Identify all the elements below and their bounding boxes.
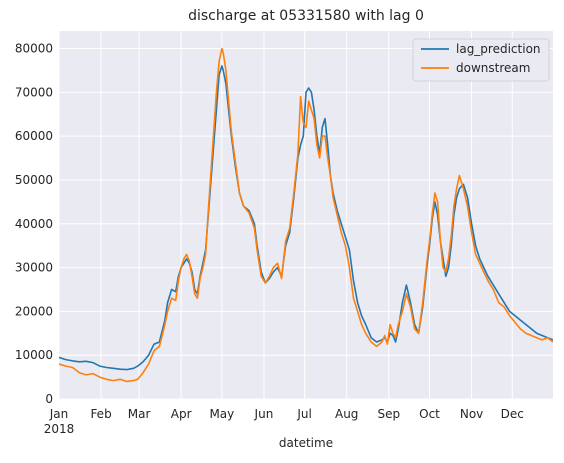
series-line-downstream: [59, 47, 553, 383]
chart-title: discharge at 05331580 with lag 0: [188, 8, 424, 24]
x-tick-label: Jul: [296, 407, 311, 421]
y-tick-label: 10000: [15, 348, 53, 362]
y-tick-label: 20000: [15, 304, 53, 318]
legend: lag_prediction downstream: [412, 38, 550, 82]
x-axis-label: datetime: [279, 436, 333, 450]
plot-area: [59, 31, 553, 399]
y-tick-label: 30000: [15, 261, 53, 275]
y-tick-label: 0: [45, 392, 53, 406]
x-year-label: 2018: [44, 422, 75, 436]
x-tick-label: Nov: [460, 407, 483, 421]
legend-label: downstream: [456, 61, 530, 75]
x-tick-label: Aug: [335, 407, 358, 421]
y-tick-label: 80000: [15, 42, 53, 56]
x-tick-label: Sep: [377, 407, 400, 421]
legend-label: lag_prediction: [456, 42, 541, 56]
x-tick-label: May: [209, 407, 234, 421]
x-tick-label: Dec: [501, 407, 524, 421]
x-tick-label: Jun: [254, 407, 274, 421]
x-tick-label: Oct: [419, 407, 440, 421]
series-lines: [59, 47, 553, 383]
x-tick-label: Feb: [90, 407, 111, 421]
x-tick-label: Jan: [49, 407, 69, 421]
grid-lines: [58, 31, 553, 400]
y-tick-label: 60000: [15, 129, 53, 143]
x-tick-label: Apr: [171, 407, 192, 421]
y-axis: 0 10000 20000 30000 40000 50000 60000 70000 8000…: [15, 42, 53, 406]
x-tick-label: Mar: [128, 407, 151, 421]
y-tick-label: 50000: [15, 173, 53, 187]
y-tick-label: 70000: [15, 85, 53, 99]
series-line-lag_prediction: [59, 65, 553, 371]
x-axis: Jan Feb Mar Apr May Jun Jul Aug Sep Oct Nov Dec: [49, 407, 524, 421]
y-tick-label: 40000: [15, 217, 53, 231]
